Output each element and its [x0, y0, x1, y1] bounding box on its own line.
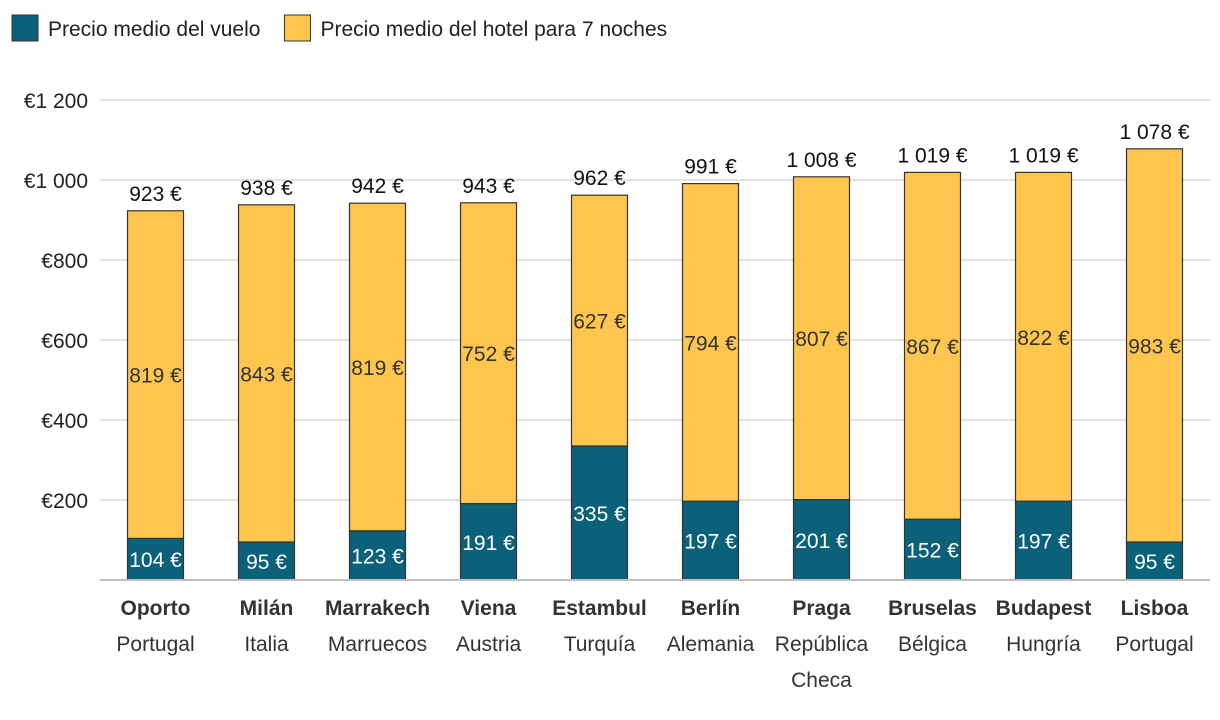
data-label-flight: 197 € — [1017, 531, 1070, 554]
x-tick-country: República — [775, 633, 869, 656]
x-tick-city: Viena — [461, 597, 517, 620]
data-label-hotel: 819 € — [351, 357, 404, 380]
data-label-hotel: 843 € — [240, 363, 293, 386]
data-label-flight: 123 € — [351, 545, 404, 568]
data-label-hotel: 819 € — [129, 365, 182, 388]
bar-flight-berlín — [681, 500, 740, 581]
bar-hotel-oporto — [126, 210, 185, 540]
bar-flight-bruselas — [903, 518, 962, 581]
data-label-flight: 152 € — [906, 540, 959, 563]
data-label-hotel: 627 € — [573, 311, 626, 334]
data-label-total: 962 € — [573, 167, 626, 190]
data-label-flight: 95 € — [1134, 551, 1175, 574]
legend: Precio medio del vuelo Precio medio del h… — [11, 14, 667, 42]
data-label-total: 1 008 € — [786, 149, 856, 172]
x-tick-city: Estambul — [552, 597, 647, 620]
bar-hotel-viena — [459, 202, 518, 505]
x-tick-city: Budapest — [996, 597, 1092, 620]
data-label-total: 991 € — [684, 156, 737, 179]
data-label-total: 1 019 € — [1008, 144, 1078, 167]
data-label-hotel: 983 € — [1128, 335, 1181, 358]
x-tick-city: Lisboa — [1121, 597, 1189, 620]
bar-flight-viena — [459, 503, 518, 581]
data-label-flight: 95 € — [246, 551, 287, 574]
x-tick-country: Portugal — [116, 633, 194, 656]
data-label-total: 1 019 € — [897, 144, 967, 167]
data-label-total: 942 € — [351, 175, 404, 198]
bar-hotel-lisboa — [1125, 148, 1184, 543]
y-tick-label: €1 000 — [24, 170, 88, 193]
x-tick-city: Milán — [240, 597, 294, 620]
y-tick-label: €200 — [41, 490, 88, 513]
x-tick-country: Hungría — [1006, 633, 1081, 656]
x-tick-country: Austria — [456, 633, 522, 656]
data-label-hotel: 822 € — [1017, 327, 1070, 350]
bar-flight-praga — [792, 499, 851, 581]
data-label-flight: 104 € — [129, 549, 182, 572]
data-label-total: 923 € — [129, 183, 182, 206]
data-label-flight: 197 € — [684, 531, 737, 554]
bar-hotel-praga — [792, 176, 851, 501]
bar-flight-marrakech — [348, 530, 407, 581]
x-tick-country: Bélgica — [898, 633, 967, 656]
data-label-hotel: 794 € — [684, 332, 737, 355]
y-tick-label: €600 — [41, 330, 88, 353]
x-tick-city: Oporto — [121, 597, 191, 620]
data-label-hotel: 752 € — [462, 343, 515, 366]
legend-swatch-flight — [11, 14, 39, 42]
bar-hotel-budapest — [1014, 171, 1073, 502]
bar-hotel-bruselas — [903, 171, 962, 520]
x-tick-country: Marruecos — [328, 633, 427, 656]
y-tick-label: €800 — [41, 250, 88, 273]
y-tick-label: €400 — [41, 410, 88, 433]
data-label-total: 943 € — [462, 175, 515, 198]
x-tick-city: Praga — [792, 597, 851, 620]
data-label-total: 1 078 € — [1119, 121, 1189, 144]
data-label-hotel: 867 € — [906, 336, 959, 359]
bars: 104 € 819 € 923 € 95 € 843 € 938 € 123 € 819 € 9… — [126, 121, 1190, 581]
x-tick-city: Berlín — [681, 597, 741, 620]
y-tick-label: €1 200 — [24, 90, 88, 113]
legend-swatch-hotel — [283, 14, 311, 42]
bar-flight-milán — [237, 541, 296, 581]
y-axis: €200 €400 €600 €800 €1 000 €1 200 — [24, 90, 88, 513]
bar-hotel-berlín — [681, 183, 740, 502]
bar-hotel-marrakech — [348, 202, 407, 532]
x-tick-country: Alemania — [667, 633, 755, 656]
data-label-hotel: 807 € — [795, 328, 848, 351]
data-label-flight: 335 € — [573, 503, 626, 526]
bar-hotel-estambul — [570, 194, 629, 447]
x-tick-country: Portugal — [1115, 633, 1193, 656]
data-label-total: 938 € — [240, 177, 293, 200]
bar-flight-lisboa — [1125, 541, 1184, 581]
x-tick-country: Turquía — [564, 633, 636, 656]
x-tick-country: Italia — [244, 633, 289, 656]
data-label-flight: 191 € — [462, 532, 515, 555]
bar-flight-budapest — [1014, 500, 1073, 581]
bar-hotel-milán — [237, 204, 296, 543]
x-tick-country: Checa — [791, 669, 852, 692]
legend-label-hotel: Precio medio del hotel para 7 noches — [320, 18, 667, 41]
x-tick-city: Marrakech — [325, 597, 430, 620]
x-tick-city: Bruselas — [888, 597, 977, 620]
x-axis: Oporto Portugal Milán Italia Marrakech Marrue… — [100, 579, 1210, 692]
legend-label-flight: Precio medio del vuelo — [48, 18, 260, 41]
data-label-flight: 201 € — [795, 530, 848, 553]
